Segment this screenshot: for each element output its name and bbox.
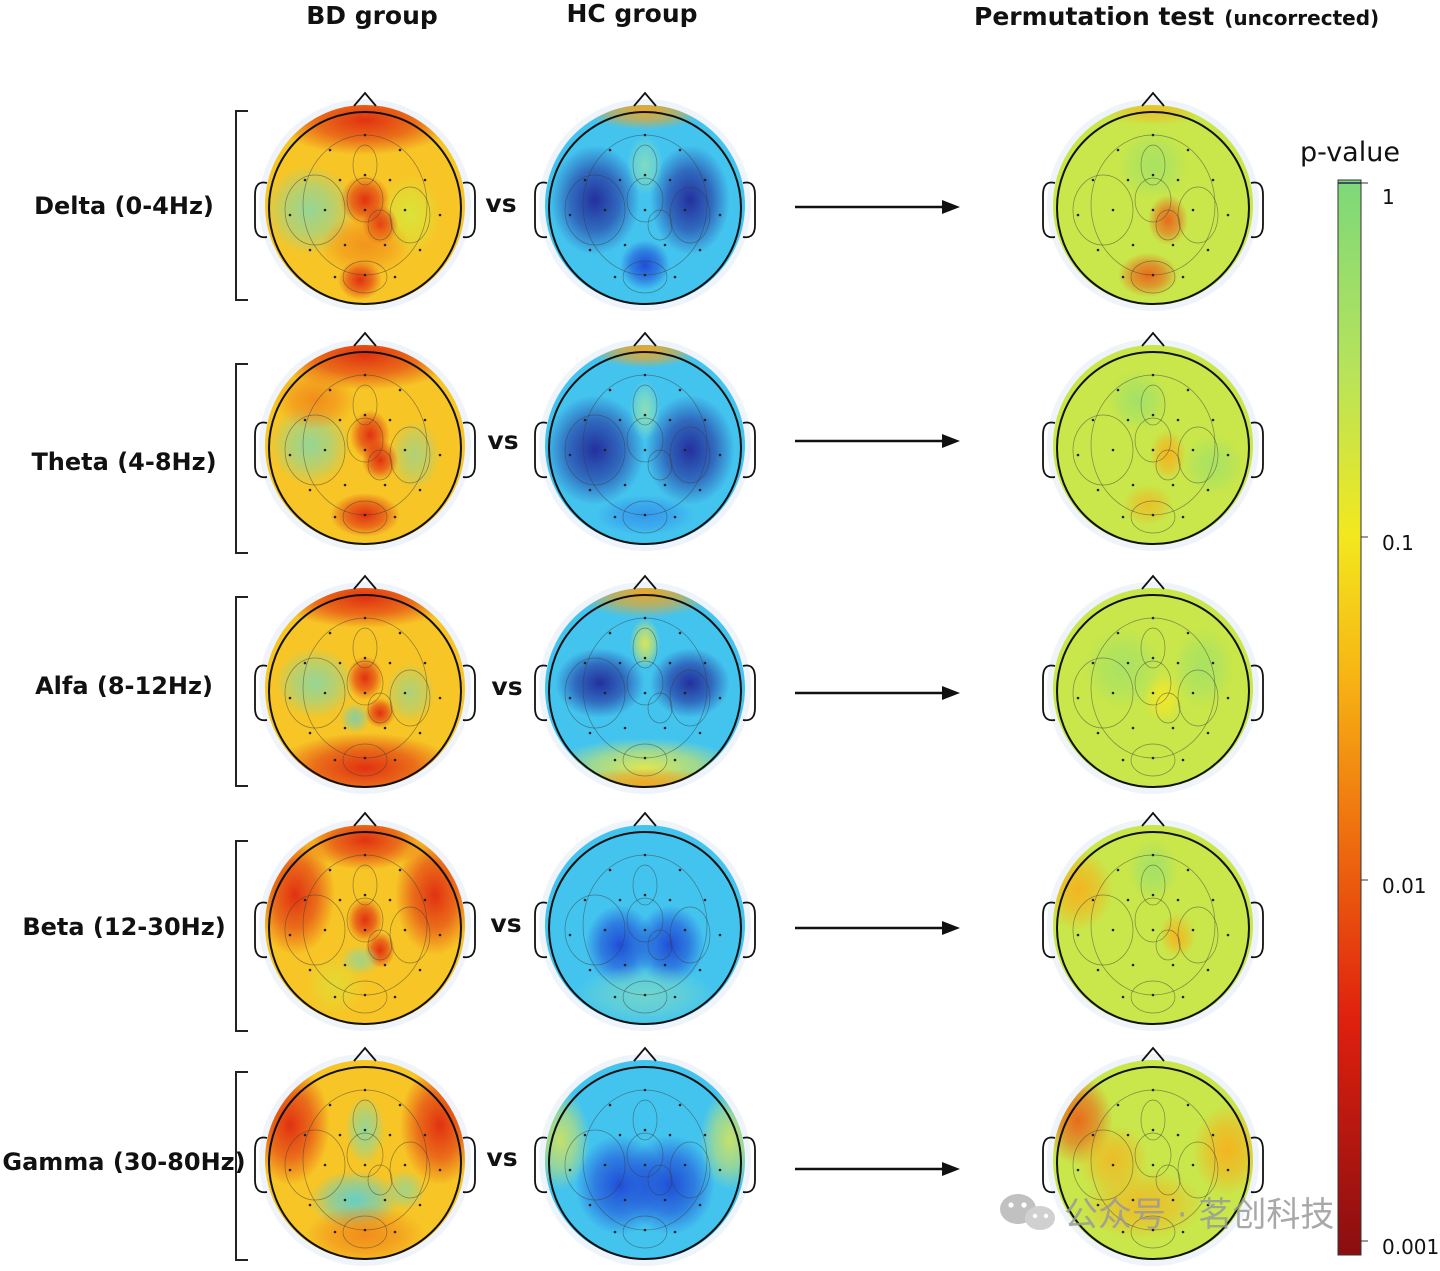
colorbar-tick-0-1: 0.1 <box>1382 531 1414 555</box>
vs-label: vs <box>485 189 516 218</box>
vs-label: vs <box>491 672 522 701</box>
row-bracket <box>235 110 248 301</box>
bd-topomap <box>254 811 476 1031</box>
permutation-topomap <box>1042 811 1264 1031</box>
header-permutation-main: Permutation test <box>974 2 1214 31</box>
band-label: Delta (0-4Hz) <box>34 192 214 220</box>
pvalue-colorbar: p-value 1 0.1 0.01 0.001 <box>1300 137 1439 1259</box>
hc-topomap <box>534 1046 756 1266</box>
vs-label: vs <box>486 1143 517 1172</box>
colorbar-tick-1: 1 <box>1382 185 1395 209</box>
row-bracket <box>235 596 248 787</box>
band-row: Gamma (30-80Hz) vs <box>2 1046 1264 1266</box>
vs-label: vs <box>490 909 521 938</box>
wechat-icon <box>1000 1194 1055 1230</box>
arrow-head-icon <box>942 921 960 935</box>
bd-topomap <box>254 91 476 311</box>
hc-topomap <box>534 574 756 794</box>
hc-topomap <box>534 811 756 1031</box>
permutation-topomap <box>1042 91 1264 311</box>
bd-topomap <box>254 331 476 551</box>
row-bracket <box>235 1071 248 1261</box>
header-permutation-test: Permutation test (uncorrected) <box>974 2 1379 31</box>
watermark-text: 公众号 · 茗创科技 <box>1064 1195 1334 1235</box>
hc-topomap <box>534 91 756 311</box>
colorbar-gradient <box>1337 179 1362 1256</box>
colorbar-ticks: 1 0.1 0.01 0.001 <box>1361 182 1439 1259</box>
header-bd-group: BD group <box>306 1 438 30</box>
watermark: 公众号 · 茗创科技 <box>1000 1194 1334 1235</box>
hc-topomap <box>534 331 756 551</box>
bd-topomap <box>254 1046 476 1266</box>
band-label: Alfa (8-12Hz) <box>35 672 213 700</box>
row-bracket <box>235 363 248 554</box>
header-permutation-sub: (uncorrected) <box>1224 6 1379 30</box>
arrow-head-icon <box>942 200 960 214</box>
arrow-head-icon <box>942 1162 960 1176</box>
colorbar-tick-0-001: 0.001 <box>1382 1235 1439 1259</box>
header-hc-group: HC group <box>566 0 697 28</box>
bd-topomap <box>254 574 476 794</box>
vs-label: vs <box>487 426 518 455</box>
band-label: Theta (4-8Hz) <box>31 448 216 476</box>
arrow-head-icon <box>942 686 960 700</box>
permutation-topomap <box>1042 574 1264 794</box>
band-row: Alfa (8-12Hz) vs <box>35 574 1264 794</box>
band-label: Beta (12-30Hz) <box>22 913 225 941</box>
permutation-topomap <box>1042 331 1264 551</box>
row-bracket <box>235 840 248 1032</box>
band-row: Delta (0-4Hz) vs <box>34 91 1264 311</box>
band-row: Theta (4-8Hz) vs <box>31 331 1264 554</box>
arrow-head-icon <box>942 434 960 448</box>
colorbar-tick-0-01: 0.01 <box>1382 874 1427 898</box>
permutation-topomap <box>1042 1046 1264 1266</box>
band-row: Beta (12-30Hz) vs <box>22 811 1264 1032</box>
band-label: Gamma (30-80Hz) <box>2 1148 245 1176</box>
colorbar-title: p-value <box>1300 137 1400 168</box>
